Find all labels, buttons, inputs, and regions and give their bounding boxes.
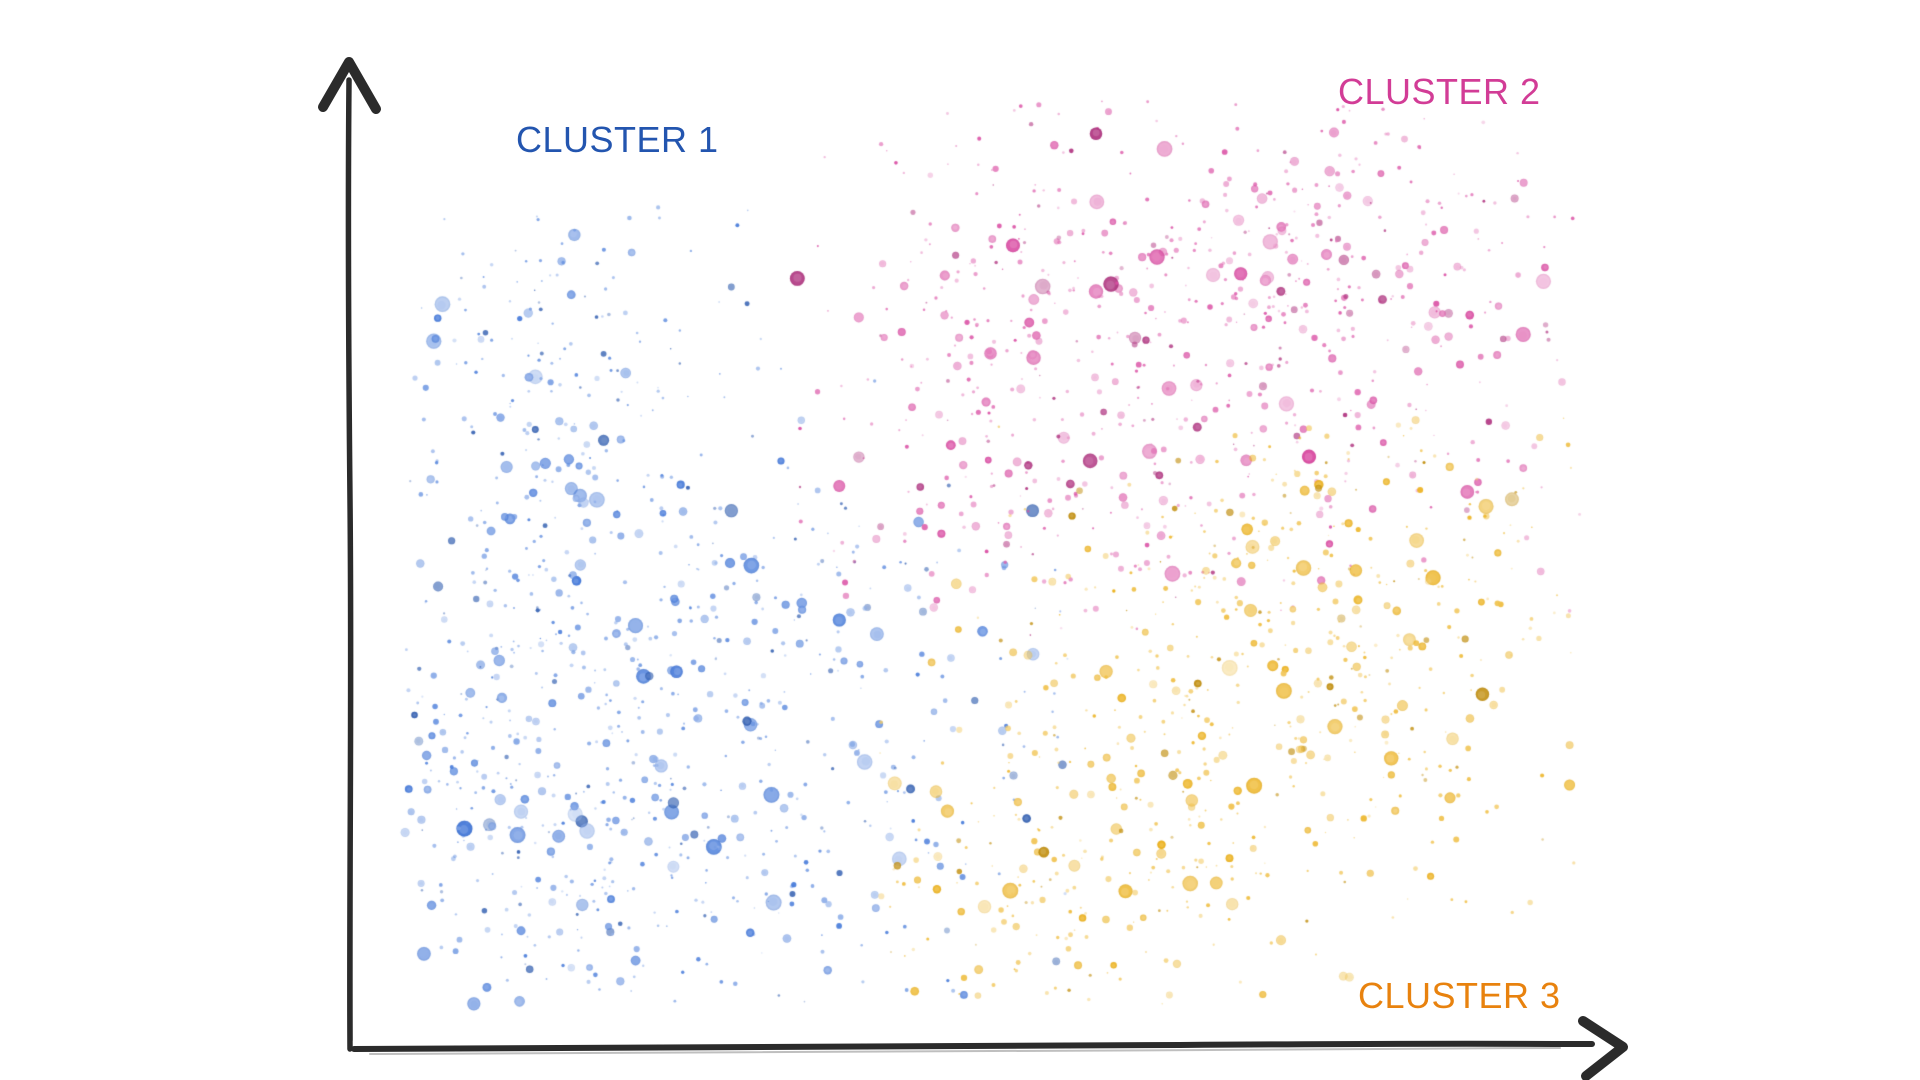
x-axis [351,1040,1595,1052]
y-axis [345,77,354,1052]
cluster-label-1: CLUSTER 1 [516,119,719,160]
x-axis-texture [369,1047,1561,1055]
y-axis-arrowhead-icon [318,57,381,114]
x-axis-arrowhead-icon [1578,1016,1628,1080]
y-axis-texture [348,94,353,1041]
cluster-label-3: CLUSTER 3 [1358,975,1561,1016]
cluster-label-2: CLUSTER 2 [1338,71,1541,112]
